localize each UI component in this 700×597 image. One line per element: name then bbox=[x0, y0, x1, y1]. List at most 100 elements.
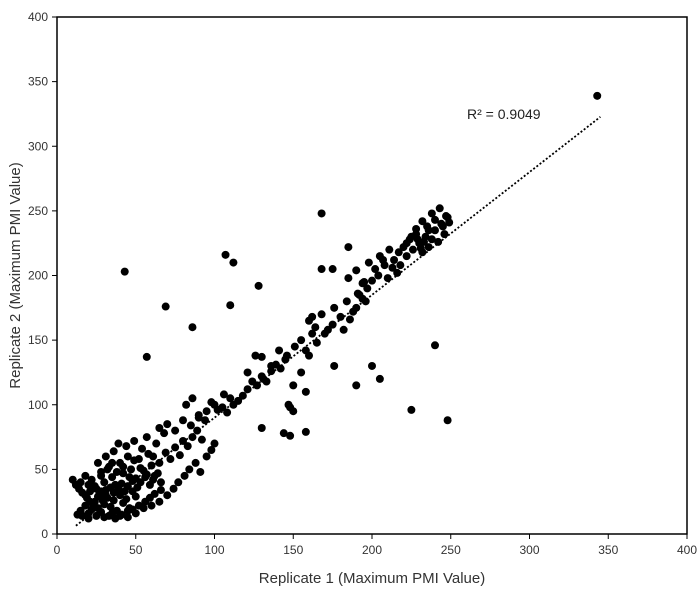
data-point bbox=[328, 265, 337, 274]
data-point bbox=[442, 212, 451, 221]
y-tick-label: 250 bbox=[28, 204, 48, 218]
data-point bbox=[284, 400, 293, 409]
data-point bbox=[418, 217, 427, 226]
data-point bbox=[385, 245, 394, 254]
data-point bbox=[108, 458, 117, 467]
data-point bbox=[431, 226, 439, 235]
y-axis-title: Replicate 2 (Maximum PMI Value) bbox=[7, 162, 24, 388]
data-point bbox=[142, 470, 151, 479]
data-point bbox=[166, 455, 175, 464]
data-point bbox=[149, 475, 158, 484]
data-point bbox=[153, 469, 162, 478]
data-point bbox=[180, 471, 189, 480]
data-point bbox=[435, 204, 444, 213]
data-point bbox=[251, 351, 260, 360]
data-point bbox=[147, 501, 156, 510]
data-point bbox=[90, 482, 99, 491]
data-point bbox=[407, 405, 416, 414]
data-point bbox=[413, 235, 422, 244]
data-point bbox=[275, 346, 284, 355]
y-tick-label: 400 bbox=[28, 10, 48, 24]
data-point bbox=[259, 374, 268, 383]
data-point bbox=[188, 433, 197, 442]
data-points bbox=[68, 91, 602, 523]
data-point bbox=[427, 235, 436, 244]
data-point bbox=[419, 237, 428, 246]
data-point bbox=[155, 497, 164, 506]
data-point bbox=[390, 255, 399, 264]
data-point bbox=[352, 303, 361, 312]
data-point bbox=[374, 271, 383, 280]
data-point bbox=[301, 427, 310, 436]
data-point bbox=[202, 407, 211, 416]
data-point bbox=[149, 452, 158, 461]
data-point bbox=[593, 91, 602, 100]
data-point bbox=[320, 329, 329, 338]
data-point bbox=[358, 279, 367, 288]
data-point bbox=[290, 342, 299, 351]
data-point bbox=[202, 452, 211, 461]
data-point bbox=[87, 475, 96, 484]
data-point bbox=[122, 442, 131, 451]
x-tick-label: 100 bbox=[204, 543, 224, 557]
data-point bbox=[89, 502, 98, 511]
data-point bbox=[317, 310, 326, 319]
data-point bbox=[136, 464, 145, 473]
data-point bbox=[328, 320, 337, 329]
data-point bbox=[155, 458, 164, 467]
data-point bbox=[344, 243, 353, 252]
data-point bbox=[114, 439, 123, 448]
data-point bbox=[78, 488, 87, 497]
data-point bbox=[257, 424, 266, 433]
data-point bbox=[402, 252, 411, 261]
data-point bbox=[431, 341, 439, 350]
x-tick-label: 350 bbox=[598, 543, 618, 557]
data-point bbox=[160, 429, 169, 438]
data-point bbox=[120, 267, 129, 276]
data-point bbox=[438, 222, 447, 231]
y-tick-label: 0 bbox=[41, 527, 48, 541]
data-point bbox=[119, 462, 128, 471]
axis-ticks: 0 50 100 150 200 250 300 350 400 0 50 100 150 200 250 3… bbox=[28, 10, 697, 557]
data-point bbox=[108, 473, 117, 482]
trendline bbox=[75, 116, 601, 527]
data-point bbox=[276, 364, 285, 373]
data-point bbox=[109, 447, 118, 456]
data-point bbox=[363, 284, 372, 293]
data-point bbox=[138, 444, 147, 453]
trendline-group bbox=[75, 116, 601, 527]
data-point bbox=[352, 266, 361, 275]
data-point bbox=[182, 400, 191, 409]
x-tick-label: 300 bbox=[519, 543, 539, 557]
data-point bbox=[128, 505, 137, 514]
data-point bbox=[267, 361, 276, 370]
data-point bbox=[226, 301, 235, 310]
data-point bbox=[179, 416, 187, 425]
data-point bbox=[440, 230, 449, 239]
data-point bbox=[161, 302, 170, 311]
data-point bbox=[297, 368, 306, 377]
data-point bbox=[383, 274, 392, 283]
x-tick-label: 150 bbox=[283, 543, 303, 557]
data-point bbox=[136, 478, 145, 487]
y-tick-label: 200 bbox=[28, 269, 48, 283]
data-point bbox=[163, 491, 172, 500]
data-point bbox=[312, 338, 321, 347]
data-point bbox=[150, 489, 159, 498]
data-point bbox=[311, 323, 320, 332]
data-point bbox=[297, 336, 306, 345]
data-point bbox=[368, 361, 376, 370]
data-point bbox=[174, 478, 183, 487]
data-point bbox=[394, 248, 403, 257]
data-point bbox=[134, 501, 143, 510]
data-point bbox=[81, 471, 90, 480]
data-point bbox=[408, 245, 417, 254]
data-point bbox=[412, 224, 421, 233]
data-point bbox=[155, 424, 164, 433]
data-point bbox=[104, 511, 113, 520]
x-tick-label: 250 bbox=[441, 543, 461, 557]
data-point bbox=[238, 391, 247, 400]
data-point bbox=[393, 268, 402, 277]
data-point bbox=[226, 394, 235, 403]
data-point bbox=[112, 467, 121, 476]
